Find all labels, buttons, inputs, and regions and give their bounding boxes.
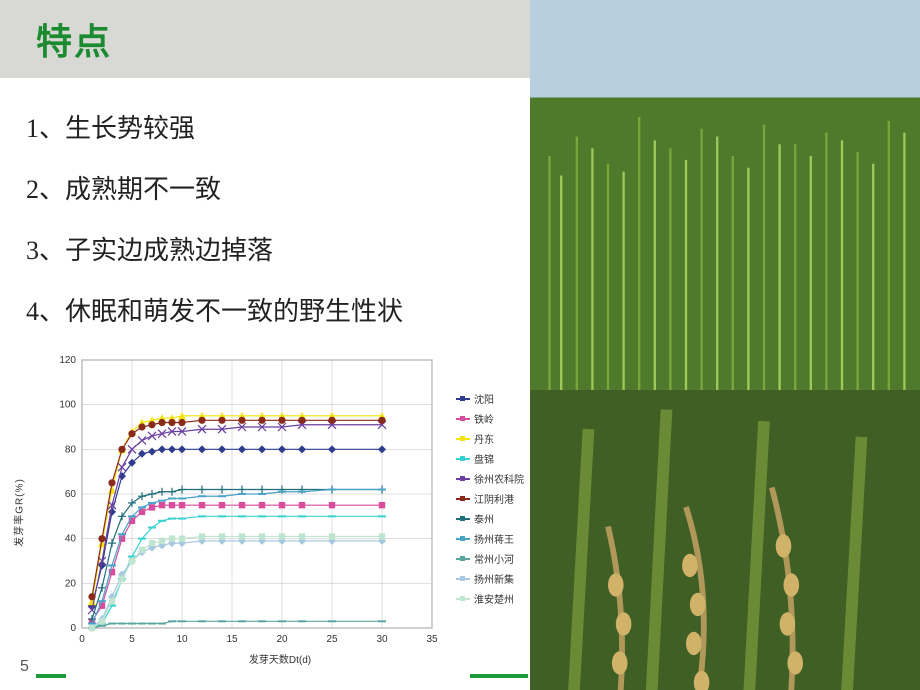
y-axis-label: 发芽率GR(%) <box>11 478 26 547</box>
bullet-item: 1、生长势较强 <box>26 108 526 145</box>
legend-label: 泰州 <box>474 511 494 526</box>
legend-item: 江阴利港 <box>456 491 524 506</box>
svg-text:20: 20 <box>276 634 288 645</box>
legend-item: 扬州新集 <box>456 571 524 586</box>
legend-label: 丹东 <box>474 431 494 446</box>
photo-field <box>530 0 920 390</box>
chart-canvas: 0 20 40 60 80 100 120 0 5 10 15 20 25 30 35 <box>40 350 520 660</box>
legend-item: 常州小河 <box>456 551 524 566</box>
footer-accent-right <box>470 674 528 678</box>
legend-item: 徐州农科院 <box>456 471 524 486</box>
legend-label: 淮安楚州 <box>474 591 514 606</box>
svg-text:100: 100 <box>59 400 76 411</box>
bullet-item: 2、成熟期不一致 <box>26 169 526 206</box>
photo-column <box>530 0 920 690</box>
legend-label: 常州小河 <box>474 551 514 566</box>
bullet-item: 4、休眠和萌发不一致的野生性状 <box>26 291 526 328</box>
slide: 特点 1、生长势较强 2、成熟期不一致 3、子实边成熟边掉落 4、休眠和萌发不一… <box>0 0 920 690</box>
page-number: 5 <box>20 658 29 676</box>
svg-text:80: 80 <box>65 444 77 455</box>
svg-text:5: 5 <box>129 634 135 645</box>
svg-text:0: 0 <box>70 623 76 634</box>
svg-text:60: 60 <box>65 489 77 500</box>
legend-label: 江阴利港 <box>474 491 514 506</box>
legend-label: 盘锦 <box>474 451 494 466</box>
svg-text:25: 25 <box>326 634 338 645</box>
svg-text:40: 40 <box>65 534 77 545</box>
slide-title: 特点 <box>36 13 112 65</box>
legend-label: 扬州新集 <box>474 571 514 586</box>
legend-item: 泰州 <box>456 511 524 526</box>
svg-text:0: 0 <box>79 634 85 645</box>
legend-item: 盘锦 <box>456 451 524 466</box>
legend-item: 扬州蒋王 <box>456 531 524 546</box>
legend-label: 沈阳 <box>474 391 494 406</box>
x-axis-label: 发芽天数Dt(d) <box>249 651 311 666</box>
germination-chart: 02040608010012005101520253035 发芽率GR(%) 发… <box>40 350 520 660</box>
legend-label: 铁岭 <box>474 411 494 426</box>
legend-label: 徐州农科院 <box>474 471 524 486</box>
svg-text:10: 10 <box>176 634 188 645</box>
legend-item: 丹东 <box>456 431 524 446</box>
svg-text:120: 120 <box>59 355 76 366</box>
legend-item: 淮安楚州 <box>456 591 524 606</box>
bullet-list: 1、生长势较强 2、成熟期不一致 3、子实边成熟边掉落 4、休眠和萌发不一致的野… <box>26 94 526 352</box>
title-band: 特点 <box>0 0 530 78</box>
photo-panicle <box>530 390 920 690</box>
bullet-item: 3、子实边成熟边掉落 <box>26 230 526 267</box>
legend-label: 扬州蒋王 <box>474 531 514 546</box>
svg-text:30: 30 <box>376 634 388 645</box>
footer-accent-left <box>36 674 66 678</box>
svg-text:35: 35 <box>426 634 438 645</box>
svg-text:15: 15 <box>226 634 238 645</box>
legend-item: 铁岭 <box>456 411 524 426</box>
legend-item: 沈阳 <box>456 391 524 406</box>
chart-legend: 沈阳铁岭丹东盘锦徐州农科院江阴利港泰州扬州蒋王常州小河扬州新集淮安楚州 <box>456 386 524 611</box>
svg-text:20: 20 <box>65 578 77 589</box>
